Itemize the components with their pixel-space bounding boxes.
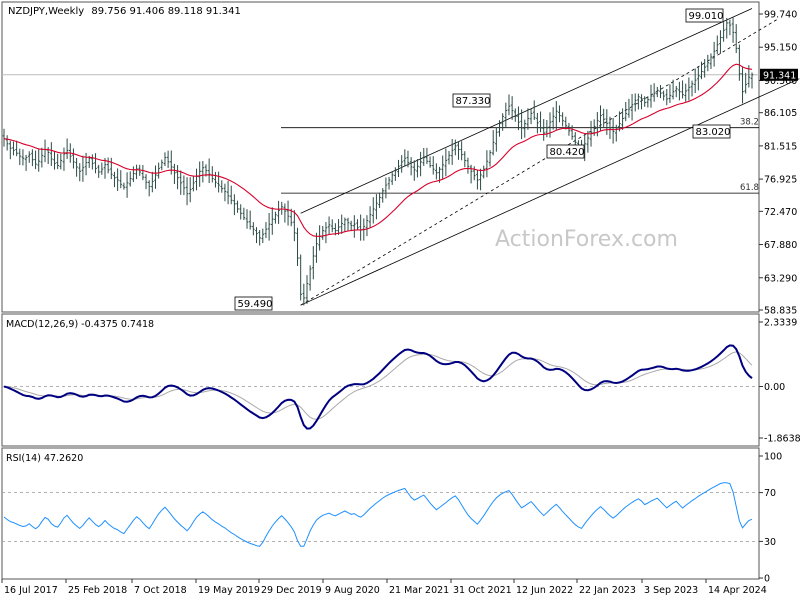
macd-indicator: 2.3339 0.00 -1.8638 <box>2 318 800 445</box>
rsi-indicator: 100 70 30 0 <box>2 452 782 585</box>
time-tick-label: 25 Feb 2018 <box>68 585 127 596</box>
macd-tick-label: 2.3339 <box>764 318 797 329</box>
price-label: 99.010 <box>689 11 724 22</box>
price-label: 83.020 <box>696 127 731 138</box>
price-tick-label: 67.880 <box>764 240 797 251</box>
time-tick-label: 14 Apr 2024 <box>708 585 767 596</box>
price-label-box <box>234 296 273 311</box>
channel-upper <box>300 8 753 214</box>
price-tick-label: 63.290 <box>764 273 797 284</box>
price-tick-label: 58.835 <box>764 306 797 317</box>
channel-midline <box>300 19 778 306</box>
watermark: ActionForex.com <box>495 227 678 252</box>
time-tick-label: 31 Oct 2021 <box>453 585 512 596</box>
last-price-label: 91.341 <box>763 70 796 81</box>
price-grid: 38.2 61.8 <box>2 74 759 194</box>
chart-title: NZDJPY,Weekly 89.756 91.406 89.118 91.34… <box>8 6 241 17</box>
fib-level-label: 38.2 <box>740 118 759 128</box>
macd-title: MACD(12,26,9) -0.4375 0.7418 <box>6 319 154 330</box>
price-tick-label: 76.925 <box>764 175 797 186</box>
time-tick-label: 9 Aug 2020 <box>325 585 380 596</box>
last-price-tag <box>760 68 798 81</box>
channel-lower <box>300 78 800 306</box>
price-tick-label: 81.515 <box>764 141 797 152</box>
regression-channel <box>300 8 800 306</box>
time-axis: 16 Jul 2017 25 Feb 2018 7 Oct 2018 19 May 2… <box>1 579 767 596</box>
rsi-title: RSI(14) 47.2620 <box>6 453 83 464</box>
price-tick-label: 86.105 <box>764 108 797 119</box>
time-tick-label: 12 Jun 2022 <box>516 585 573 596</box>
ma-path <box>3 63 753 237</box>
price-label: 87.330 <box>456 96 491 107</box>
price-label-box <box>546 144 585 159</box>
price-label-box <box>685 8 724 23</box>
price-label: 59.490 <box>238 299 273 310</box>
fib-level-label: 61.8 <box>740 183 759 193</box>
rsi-line <box>3 482 753 547</box>
price-panel-frame <box>1 1 760 313</box>
macd-line <box>3 344 753 430</box>
rsi-tick-label: 0 <box>764 574 770 585</box>
rsi-panel-frame <box>1 447 760 580</box>
candles <box>2 17 754 306</box>
macd-tick-label: -1.8638 <box>764 434 800 445</box>
price-tick-label: 72.470 <box>764 207 797 218</box>
rsi-tick-label: 100 <box>764 452 782 463</box>
price-label-box <box>692 124 731 139</box>
time-tick-label: 7 Oct 2018 <box>134 585 187 596</box>
time-tick-label: 29 Dec 2019 <box>261 585 322 596</box>
time-tick-label: 16 Jul 2017 <box>4 585 58 596</box>
time-tick-label: 21 Mar 2021 <box>389 585 449 596</box>
price-label: 80.420 <box>550 147 585 158</box>
macd-tick-label: 0.00 <box>764 382 785 393</box>
price-tick-label: 90.560 <box>764 76 797 87</box>
price-label-box <box>452 93 491 108</box>
moving-average <box>3 63 753 237</box>
time-tick-label: 19 May 2019 <box>198 585 260 596</box>
macd-signal-line <box>3 351 753 420</box>
price-tick-label: 95.150 <box>764 43 797 54</box>
macd-panel-frame <box>1 313 760 447</box>
time-tick-label: 22 Jan 2023 <box>579 585 636 596</box>
rsi-tick-label: 30 <box>764 537 776 548</box>
price-axis: 99.740 95.150 90.560 86.105 81.515 76.925 72.4… <box>759 10 798 317</box>
time-tick-label: 3 Sep 2023 <box>644 585 698 596</box>
rsi-tick-label: 70 <box>764 488 776 499</box>
price-labels: 99.010 87.330 80.420 83.020 59.490 <box>234 8 731 311</box>
price-tick-label: 99.740 <box>764 10 797 21</box>
